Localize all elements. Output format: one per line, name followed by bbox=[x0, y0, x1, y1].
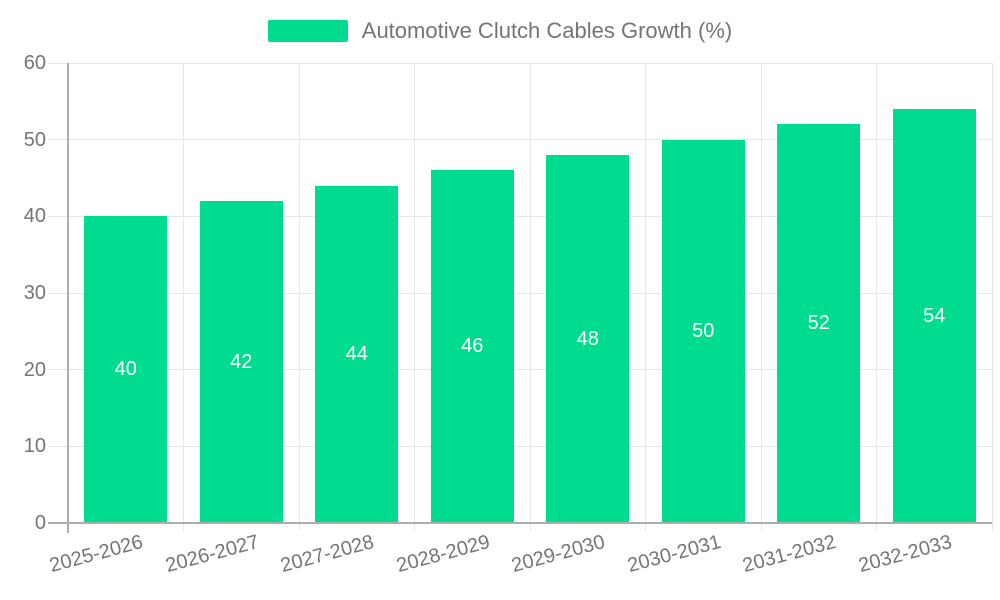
x-axis-tick bbox=[876, 523, 877, 531]
bar-2026-2027[interactable]: 42 bbox=[199, 201, 283, 523]
x-axis-tick bbox=[183, 523, 184, 531]
y-gridline bbox=[48, 369, 992, 371]
x-axis-category-label: 2028-2029 bbox=[393, 531, 492, 578]
x-axis-tick bbox=[414, 523, 415, 531]
x-axis-tick bbox=[529, 523, 531, 531]
y-axis-tick-label: 0 bbox=[34, 512, 46, 534]
y-gridline bbox=[48, 139, 992, 141]
bar-value-label: 46 bbox=[461, 335, 484, 358]
chart-legend[interactable]: Automotive Clutch Cables Growth (%) bbox=[0, 18, 1000, 44]
y-gridline bbox=[48, 445, 992, 447]
x-gridline bbox=[876, 63, 877, 523]
x-axis-tick bbox=[760, 523, 762, 531]
x-gridline bbox=[529, 63, 531, 523]
x-axis-category-label: 2029-2030 bbox=[509, 531, 608, 578]
bar-2025-2026[interactable]: 40 bbox=[84, 216, 168, 523]
bar-value-label: 44 bbox=[345, 342, 368, 365]
y-axis-line bbox=[67, 63, 69, 533]
bar-2028-2029[interactable]: 46 bbox=[430, 170, 514, 523]
y-axis-tick-label: 40 bbox=[23, 205, 46, 228]
x-gridline bbox=[645, 63, 646, 523]
x-gridline bbox=[760, 63, 762, 523]
y-gridline bbox=[48, 215, 992, 217]
bar-value-label: 48 bbox=[576, 327, 599, 350]
y-axis-tick-label: 20 bbox=[23, 358, 46, 381]
y-axis-tick-label: 10 bbox=[23, 435, 46, 458]
x-axis-category-label: 2030-2031 bbox=[624, 531, 723, 578]
bar-value-label: 40 bbox=[114, 358, 137, 381]
bar-2027-2028[interactable]: 44 bbox=[315, 185, 399, 523]
x-axis-category-label: 2027-2028 bbox=[278, 531, 377, 578]
bar-2031-2032[interactable]: 52 bbox=[777, 124, 861, 523]
x-gridline bbox=[183, 63, 184, 523]
x-axis-category-label: 2026-2027 bbox=[162, 531, 261, 578]
x-axis-category-label: 2031-2032 bbox=[740, 531, 839, 578]
y-axis-tick-label: 30 bbox=[23, 282, 46, 304]
x-axis-tick bbox=[991, 523, 993, 531]
bar-value-label: 54 bbox=[923, 304, 946, 327]
bar-2029-2030[interactable]: 48 bbox=[546, 155, 630, 523]
bar-value-label: 52 bbox=[807, 312, 830, 335]
x-gridline bbox=[414, 63, 415, 523]
bar-value-label: 42 bbox=[230, 350, 253, 373]
bar-2030-2031[interactable]: 50 bbox=[661, 139, 745, 523]
y-axis-tick-label: 60 bbox=[23, 52, 46, 74]
x-axis-category-label: 2032-2033 bbox=[855, 531, 954, 578]
legend-label: Automotive Clutch Cables Growth (%) bbox=[361, 18, 733, 43]
legend-swatch bbox=[267, 20, 348, 42]
bar-value-label: 50 bbox=[692, 319, 715, 342]
x-gridline bbox=[298, 63, 300, 523]
x-axis-line bbox=[48, 522, 992, 524]
y-gridline bbox=[48, 62, 992, 64]
x-axis-category-label: 2025-2026 bbox=[47, 531, 146, 578]
x-axis-tick bbox=[645, 523, 646, 531]
bar-2032-2033[interactable]: 54 bbox=[892, 109, 976, 523]
y-gridline bbox=[48, 292, 992, 294]
y-axis-tick-label: 50 bbox=[23, 128, 46, 151]
x-axis-tick bbox=[298, 523, 300, 531]
x-gridline bbox=[991, 63, 993, 523]
